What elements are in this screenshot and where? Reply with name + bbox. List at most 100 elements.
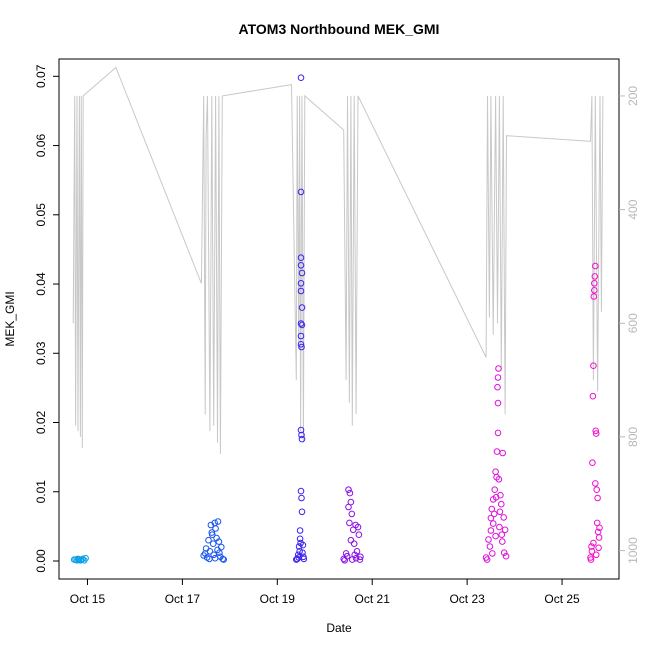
data-point xyxy=(214,546,221,554)
data-point xyxy=(296,535,304,543)
data-point xyxy=(297,280,305,287)
data-point xyxy=(487,514,495,522)
pressure-line-layer xyxy=(72,66,604,455)
y-tick-label: 0.00 xyxy=(34,549,48,573)
data-point xyxy=(351,551,359,559)
y-axis: 0.00 0.01 0.02 0.03 0.04 0.05 0.06 0.07 xyxy=(34,64,59,573)
data-point xyxy=(212,525,219,532)
data-point xyxy=(206,548,214,555)
data-point xyxy=(297,487,305,495)
data-point xyxy=(345,486,352,494)
data-point xyxy=(487,527,495,534)
data-point xyxy=(298,494,305,502)
x-axis-label: Date xyxy=(326,621,352,635)
data-point xyxy=(592,430,600,437)
data-point xyxy=(297,426,305,434)
x-tick-label: Oct 17 xyxy=(165,592,201,606)
data-point xyxy=(295,543,303,550)
data-point xyxy=(354,523,362,531)
data-point xyxy=(210,551,217,559)
data-point xyxy=(297,254,305,262)
data-point xyxy=(591,280,598,287)
data-point xyxy=(498,531,506,539)
data-point xyxy=(296,527,304,534)
data-point xyxy=(595,544,602,552)
y2-tick-label: 800 xyxy=(626,427,640,447)
data-point xyxy=(495,365,502,372)
data-point xyxy=(355,531,363,539)
pressure-line xyxy=(72,66,604,455)
data-point xyxy=(298,431,305,439)
data-point xyxy=(489,550,496,557)
data-point xyxy=(494,429,502,437)
data-point xyxy=(492,532,499,540)
data-point xyxy=(486,543,494,550)
data-point xyxy=(498,500,505,508)
y2-tick-label: 400 xyxy=(626,199,640,219)
data-point xyxy=(494,399,502,407)
data-point xyxy=(589,392,597,400)
data-point xyxy=(499,538,506,545)
data-point xyxy=(592,427,600,435)
y-tick-label: 0.03 xyxy=(34,341,48,365)
data-point xyxy=(592,551,600,559)
data-point xyxy=(494,383,501,391)
data-point xyxy=(350,540,358,548)
data-point xyxy=(346,489,354,497)
data-point xyxy=(345,503,352,511)
data-point xyxy=(209,531,216,539)
x-tick-label: Oct 25 xyxy=(544,592,580,606)
data-point xyxy=(293,556,300,563)
data-point xyxy=(589,459,596,467)
data-point xyxy=(298,269,306,277)
data-point xyxy=(502,552,510,560)
data-point xyxy=(207,521,215,529)
data-point xyxy=(593,486,601,494)
data-point xyxy=(588,543,595,550)
y-tick-label: 0.02 xyxy=(34,411,48,435)
data-point xyxy=(356,556,364,563)
data-point xyxy=(483,556,491,563)
data-point xyxy=(485,536,492,543)
y-tick-label: 0.06 xyxy=(34,134,48,158)
chart-title: ATOM3 Northbound MEK_GMI xyxy=(239,21,440,37)
data-point xyxy=(79,555,86,563)
data-point xyxy=(297,74,305,81)
y-axis-label: MEK_GMI xyxy=(3,291,17,346)
data-point xyxy=(500,514,508,521)
x-tick-label: Oct 19 xyxy=(260,592,296,606)
data-point xyxy=(219,555,226,563)
data-point xyxy=(591,273,599,280)
data-point xyxy=(298,304,306,311)
x-tick-label: Oct 23 xyxy=(449,592,485,606)
data-point xyxy=(499,449,507,457)
data-point xyxy=(205,536,212,544)
data-point xyxy=(218,543,225,551)
data-point xyxy=(492,494,500,501)
data-point xyxy=(297,262,305,269)
data-point xyxy=(590,539,597,547)
data-point xyxy=(215,538,223,545)
data-point xyxy=(346,519,353,527)
scatter-points-layer xyxy=(70,74,603,564)
data-point xyxy=(594,494,601,502)
y2-tick-label: 1000 xyxy=(626,537,640,564)
data-point xyxy=(500,549,508,557)
data-point xyxy=(590,293,598,300)
data-point xyxy=(70,556,78,563)
y2-tick-label: 600 xyxy=(626,313,640,333)
data-point xyxy=(209,540,217,548)
data-point xyxy=(348,510,356,518)
data-point xyxy=(496,523,503,531)
data-point xyxy=(588,548,596,555)
data-point xyxy=(298,321,306,329)
data-point xyxy=(298,508,306,516)
data-point xyxy=(299,541,307,549)
data-point xyxy=(347,536,355,544)
y-tick-label: 0.07 xyxy=(34,64,48,88)
data-point xyxy=(297,287,305,295)
data-point xyxy=(297,332,305,340)
data-point xyxy=(82,554,89,562)
y-tick-label: 0.05 xyxy=(34,203,48,227)
data-point xyxy=(293,555,301,563)
